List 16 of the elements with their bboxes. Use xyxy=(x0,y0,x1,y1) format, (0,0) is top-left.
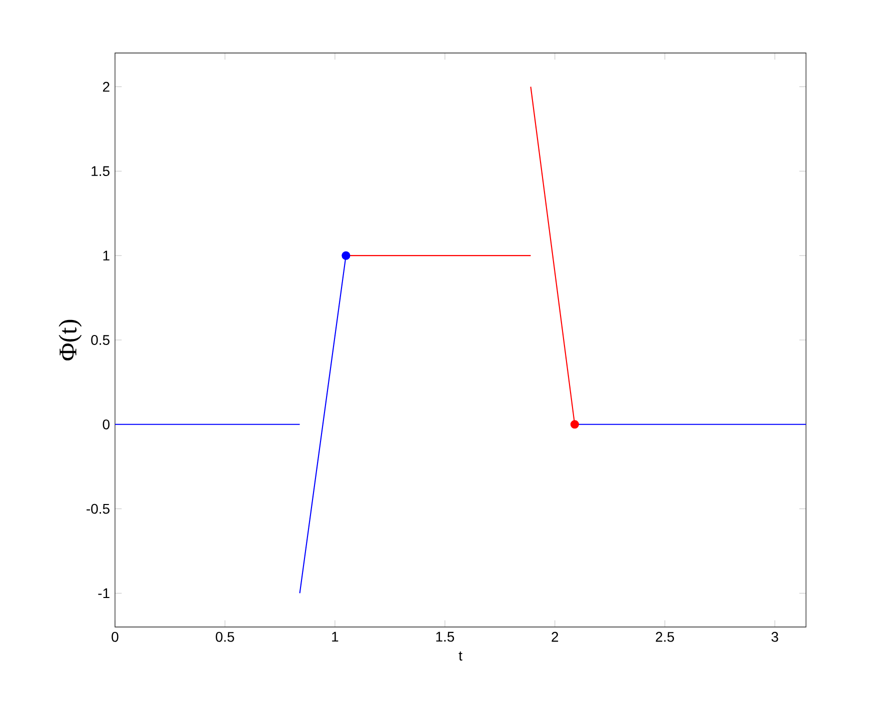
y-tick-label: 1.5 xyxy=(92,166,110,176)
y-tick-label: -1 xyxy=(98,588,110,598)
x-tick-label: 2.5 xyxy=(656,632,674,642)
x-tick-label: 2 xyxy=(552,632,558,642)
x-tick-label: 1 xyxy=(332,632,338,642)
x-tick-label: 3 xyxy=(771,632,778,642)
x-tick-label: 1.5 xyxy=(436,632,454,642)
y-tick-label: 0 xyxy=(102,419,110,430)
y-tick-label: 2 xyxy=(103,82,110,92)
y-axis-title: Φ(t) xyxy=(58,320,82,360)
x-tick-label: 0.5 xyxy=(216,632,234,642)
x-tick-label: 0 xyxy=(112,632,118,642)
y-tick-label: -0.5 xyxy=(86,504,110,514)
y-tick-label: 0.5 xyxy=(91,335,110,345)
y-tick-label: 1 xyxy=(103,250,110,260)
x-axis-title: t xyxy=(458,651,462,661)
